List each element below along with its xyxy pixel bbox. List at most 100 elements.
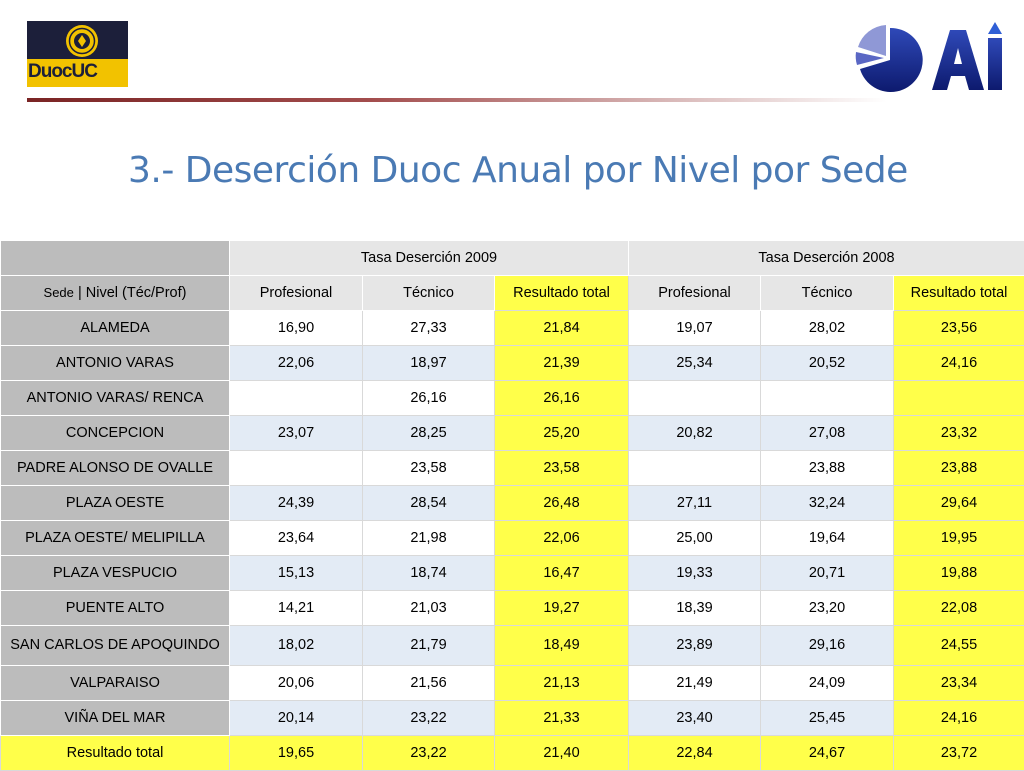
value-cell-profesional-2008: 25,00 (629, 521, 761, 556)
value-cell-total-2008: 23,88 (894, 451, 1024, 486)
value-cell-tecnico-2009: 26,16 (363, 381, 495, 416)
duocuc-logo: DuocUC (27, 21, 128, 87)
corner-cell-empty (1, 241, 230, 276)
value-cell-tecnico-2008: 19,64 (761, 521, 894, 556)
value-cell-total-2008: 24,16 (894, 346, 1024, 381)
value-cell-total-2009: 26,48 (495, 486, 629, 521)
value-cell-tecnico-2009: 21,79 (363, 626, 495, 666)
value-cell-profesional-2009: 15,13 (230, 556, 363, 591)
value-cell-tecnico-2008: 32,24 (761, 486, 894, 521)
value-cell-profesional-2009: 23,64 (230, 521, 363, 556)
value-cell-tecnico-2009: 18,97 (363, 346, 495, 381)
group-header-row: Tasa Deserción 2009 Tasa Deserción 2008 (1, 241, 1024, 276)
value-cell-total-2009: 21,39 (495, 346, 629, 381)
value-cell-profesional-2008 (629, 451, 761, 486)
value-cell-tecnico-2009: 23,58 (363, 451, 495, 486)
pie-chart-icon (856, 25, 923, 92)
value-cell-tecnico-2008: 29,16 (761, 626, 894, 666)
value-cell-profesional-2008: 19,33 (629, 556, 761, 591)
value-cell-tecnico-2008: 20,52 (761, 346, 894, 381)
value-cell-tecnico-2009: 21,56 (363, 666, 495, 701)
value-cell-tecnico-2008: 27,08 (761, 416, 894, 451)
total-cell-profesional-2008: 22,84 (629, 736, 761, 771)
value-cell-profesional-2009: 20,14 (230, 701, 363, 736)
total-cell-total-2009: 21,40 (495, 736, 629, 771)
corner-label: Sede | Nivel (Téc/Prof) (1, 276, 230, 311)
value-cell-total-2009: 18,49 (495, 626, 629, 666)
col-header-tecnico-2009: Técnico (363, 276, 495, 311)
value-cell-tecnico-2008: 20,71 (761, 556, 894, 591)
value-cell-total-2008: 24,55 (894, 626, 1024, 666)
value-cell-total-2008: 19,95 (894, 521, 1024, 556)
university-seal-icon (65, 24, 99, 58)
value-cell-total-2009: 19,27 (495, 591, 629, 626)
col-header-total-2008: Resultado total (894, 276, 1024, 311)
total-cell-tecnico-2008: 24,67 (761, 736, 894, 771)
value-cell-profesional-2008: 19,07 (629, 311, 761, 346)
value-cell-total-2009: 16,47 (495, 556, 629, 591)
value-cell-total-2008: 23,34 (894, 666, 1024, 701)
value-cell-tecnico-2009: 23,22 (363, 701, 495, 736)
value-cell-total-2009: 21,33 (495, 701, 629, 736)
value-cell-profesional-2009: 22,06 (230, 346, 363, 381)
col-header-total-2009: Resultado total (495, 276, 629, 311)
value-cell-profesional-2008: 20,82 (629, 416, 761, 451)
value-cell-total-2009: 25,20 (495, 416, 629, 451)
value-cell-tecnico-2008: 23,20 (761, 591, 894, 626)
sede-cell: VALPARAISO (1, 666, 230, 701)
value-cell-total-2008: 29,64 (894, 486, 1024, 521)
group-header-2009: Tasa Deserción 2009 (230, 241, 629, 276)
value-cell-total-2009: 26,16 (495, 381, 629, 416)
value-cell-tecnico-2008: 25,45 (761, 701, 894, 736)
value-cell-total-2008: 23,32 (894, 416, 1024, 451)
value-cell-profesional-2009 (230, 381, 363, 416)
value-cell-profesional-2009: 16,90 (230, 311, 363, 346)
value-cell-total-2009: 22,06 (495, 521, 629, 556)
sede-cell: ANTONIO VARAS/ RENCA (1, 381, 230, 416)
value-cell-profesional-2009: 23,07 (230, 416, 363, 451)
value-cell-total-2009: 21,13 (495, 666, 629, 701)
col-header-profesional-2008: Profesional (629, 276, 761, 311)
sede-cell: VIÑA DEL MAR (1, 701, 230, 736)
value-cell-profesional-2009: 18,02 (230, 626, 363, 666)
value-cell-profesional-2008: 27,11 (629, 486, 761, 521)
logo-text: DuocUC (28, 61, 128, 83)
value-cell-total-2009: 21,84 (495, 311, 629, 346)
value-cell-profesional-2008 (629, 381, 761, 416)
value-cell-tecnico-2009: 18,74 (363, 556, 495, 591)
group-header-2008: Tasa Deserción 2008 (629, 241, 1024, 276)
sede-cell: PLAZA OESTE/ MELIPILLA (1, 521, 230, 556)
value-cell-profesional-2008: 23,40 (629, 701, 761, 736)
total-cell-tecnico-2009: 23,22 (363, 736, 495, 771)
value-cell-tecnico-2009: 27,33 (363, 311, 495, 346)
value-cell-profesional-2009 (230, 451, 363, 486)
value-cell-tecnico-2008 (761, 381, 894, 416)
value-cell-tecnico-2009: 28,54 (363, 486, 495, 521)
column-header-row: Sede | Nivel (Téc/Prof) Profesional Técn… (1, 276, 1024, 311)
value-cell-total-2008: 24,16 (894, 701, 1024, 736)
value-cell-tecnico-2008: 24,09 (761, 666, 894, 701)
oai-logo (854, 20, 1004, 96)
header-divider (27, 98, 887, 102)
value-cell-tecnico-2008: 23,88 (761, 451, 894, 486)
value-cell-tecnico-2009: 28,25 (363, 416, 495, 451)
value-cell-total-2009: 23,58 (495, 451, 629, 486)
value-cell-profesional-2008: 18,39 (629, 591, 761, 626)
col-header-profesional-2009: Profesional (230, 276, 363, 311)
value-cell-profesional-2009: 14,21 (230, 591, 363, 626)
sede-cell: ALAMEDA (1, 311, 230, 346)
total-label-cell: Resultado total (1, 736, 230, 771)
value-cell-total-2008: 22,08 (894, 591, 1024, 626)
sede-cell: PLAZA VESPUCIO (1, 556, 230, 591)
total-cell-total-2008: 23,72 (894, 736, 1024, 771)
sede-cell: PADRE ALONSO DE OVALLE (1, 451, 230, 486)
